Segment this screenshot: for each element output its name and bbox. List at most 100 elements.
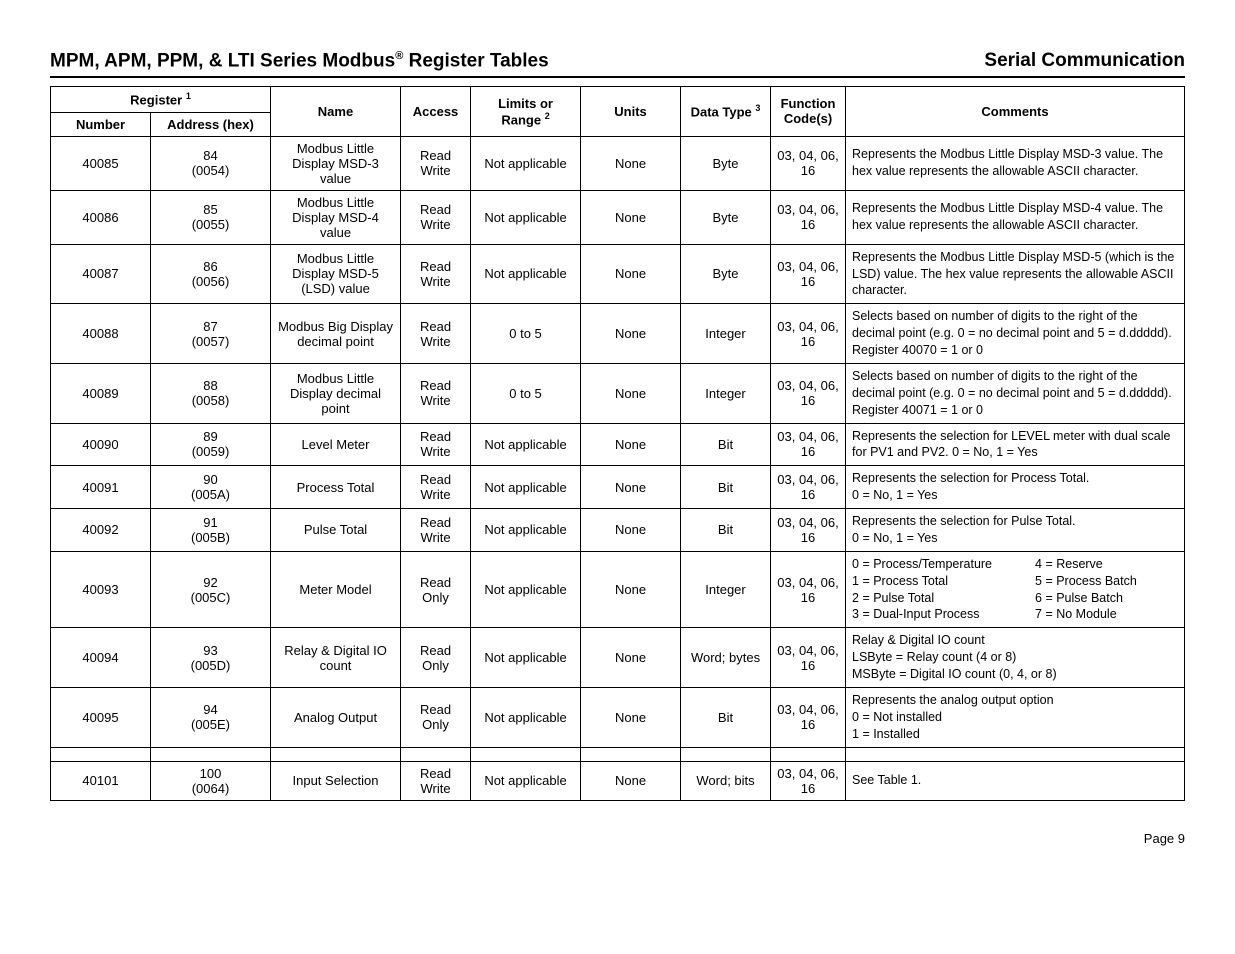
cell-access: Read Only — [401, 687, 471, 747]
cell-name: Modbus Big Display decimal point — [271, 304, 401, 364]
cell-limits: Not applicable — [471, 509, 581, 552]
cell-limits: Not applicable — [471, 466, 581, 509]
cell-number: 40101 — [51, 761, 151, 800]
spacer-cell — [846, 747, 1185, 761]
table-row: 4009392(005C)Meter ModelRead OnlyNot app… — [51, 551, 1185, 628]
spacer-cell — [681, 747, 771, 761]
table-row: 4008685(0055)Modbus Little Display MSD-4… — [51, 190, 1185, 244]
cell-datatype: Integer — [681, 551, 771, 628]
cell-datatype: Byte — [681, 190, 771, 244]
cell-number: 40089 — [51, 363, 151, 423]
header-title-left: MPM, APM, PPM, & LTI Series Modbus® Regi… — [50, 50, 549, 72]
cell-func: 03, 04, 06, 16 — [771, 466, 846, 509]
table-row: 4008786(0056)Modbus Little Display MSD-5… — [51, 244, 1185, 304]
cell-comments: Selects based on number of digits to the… — [846, 363, 1185, 423]
cell-number: 40092 — [51, 509, 151, 552]
cell-name: Level Meter — [271, 423, 401, 466]
cell-func: 03, 04, 06, 16 — [771, 628, 846, 688]
cell-func: 03, 04, 06, 16 — [771, 363, 846, 423]
cell-number: 40085 — [51, 136, 151, 190]
cell-comments: See Table 1. — [846, 761, 1185, 800]
cell-access: Read Write — [401, 423, 471, 466]
cell-number: 40095 — [51, 687, 151, 747]
cell-limits: Not applicable — [471, 244, 581, 304]
page-number: Page 9 — [50, 831, 1185, 846]
cell-func: 03, 04, 06, 16 — [771, 761, 846, 800]
cell-address: 91(005B) — [151, 509, 271, 552]
cell-limits: Not applicable — [471, 551, 581, 628]
cell-comments: Represents the Modbus Little Display MSD… — [846, 136, 1185, 190]
cell-comments: Represents the selection for LEVEL meter… — [846, 423, 1185, 466]
table-row: 4009594(005E)Analog OutputRead OnlyNot a… — [51, 687, 1185, 747]
register-table: Register 1 Name Access Limits or Range 2… — [50, 86, 1185, 800]
cell-datatype: Bit — [681, 687, 771, 747]
table-head: Register 1 Name Access Limits or Range 2… — [51, 87, 1185, 136]
cell-limits: Not applicable — [471, 687, 581, 747]
table-row: 40101100(0064)Input SelectionRead WriteN… — [51, 761, 1185, 800]
cell-func: 03, 04, 06, 16 — [771, 423, 846, 466]
cell-datatype: Word; bits — [681, 761, 771, 800]
cell-access: Read Only — [401, 551, 471, 628]
cell-func: 03, 04, 06, 16 — [771, 304, 846, 364]
cell-limits: 0 to 5 — [471, 363, 581, 423]
cell-units: None — [581, 363, 681, 423]
cell-number: 40088 — [51, 304, 151, 364]
cell-address: 94(005E) — [151, 687, 271, 747]
cell-datatype: Bit — [681, 509, 771, 552]
cell-func: 03, 04, 06, 16 — [771, 687, 846, 747]
cell-address: 86(0056) — [151, 244, 271, 304]
col-address: Address (hex) — [151, 112, 271, 136]
cell-name: Modbus Little Display decimal point — [271, 363, 401, 423]
cell-func: 03, 04, 06, 16 — [771, 136, 846, 190]
cell-units: None — [581, 628, 681, 688]
cell-number: 40094 — [51, 628, 151, 688]
cell-name: Input Selection — [271, 761, 401, 800]
cell-datatype: Integer — [681, 363, 771, 423]
cell-units: None — [581, 466, 681, 509]
cell-datatype: Integer — [681, 304, 771, 364]
cell-comments: Represents the analog output option0 = N… — [846, 687, 1185, 747]
cell-units: None — [581, 551, 681, 628]
spacer-cell — [581, 747, 681, 761]
page-header: MPM, APM, PPM, & LTI Series Modbus® Regi… — [50, 50, 1185, 78]
cell-units: None — [581, 509, 681, 552]
cell-datatype: Bit — [681, 466, 771, 509]
table-row: 4009089(0059)Level MeterRead WriteNot ap… — [51, 423, 1185, 466]
cell-address: 85(0055) — [151, 190, 271, 244]
cell-units: None — [581, 761, 681, 800]
cell-units: None — [581, 136, 681, 190]
cell-access: Read Write — [401, 304, 471, 364]
cell-access: Read Only — [401, 628, 471, 688]
table-row — [51, 747, 1185, 761]
cell-comments: Represents the Modbus Little Display MSD… — [846, 244, 1185, 304]
cell-access: Read Write — [401, 190, 471, 244]
table-row: 4009493(005D)Relay & Digital IO countRea… — [51, 628, 1185, 688]
cell-access: Read Write — [401, 466, 471, 509]
title-left-text: MPM, APM, PPM, & LTI Series Modbus — [50, 50, 395, 71]
cell-func: 03, 04, 06, 16 — [771, 244, 846, 304]
cell-access: Read Write — [401, 363, 471, 423]
cell-access: Read Write — [401, 509, 471, 552]
header-title-right: Serial Communication — [984, 50, 1185, 72]
table-body: 4008584(0054)Modbus Little Display MSD-3… — [51, 136, 1185, 800]
cell-comments: Represents the Modbus Little Display MSD… — [846, 190, 1185, 244]
cell-limits: Not applicable — [471, 190, 581, 244]
cell-number: 40091 — [51, 466, 151, 509]
cell-datatype: Bit — [681, 423, 771, 466]
cell-comments: Relay & Digital IO countLSByte = Relay c… — [846, 628, 1185, 688]
spacer-cell — [271, 747, 401, 761]
spacer-cell — [51, 747, 151, 761]
cell-name: Modbus Little Display MSD-3 value — [271, 136, 401, 190]
cell-name: Modbus Little Display MSD-5 (LSD) value — [271, 244, 401, 304]
cell-func: 03, 04, 06, 16 — [771, 190, 846, 244]
spacer-cell — [771, 747, 846, 761]
cell-func: 03, 04, 06, 16 — [771, 509, 846, 552]
col-name: Name — [271, 87, 401, 136]
spacer-cell — [471, 747, 581, 761]
cell-address: 89(0059) — [151, 423, 271, 466]
cell-name: Modbus Little Display MSD-4 value — [271, 190, 401, 244]
cell-datatype: Byte — [681, 136, 771, 190]
cell-comments: 0 = Process/Temperature1 = Process Total… — [846, 551, 1185, 628]
cell-name: Meter Model — [271, 551, 401, 628]
cell-address: 92(005C) — [151, 551, 271, 628]
